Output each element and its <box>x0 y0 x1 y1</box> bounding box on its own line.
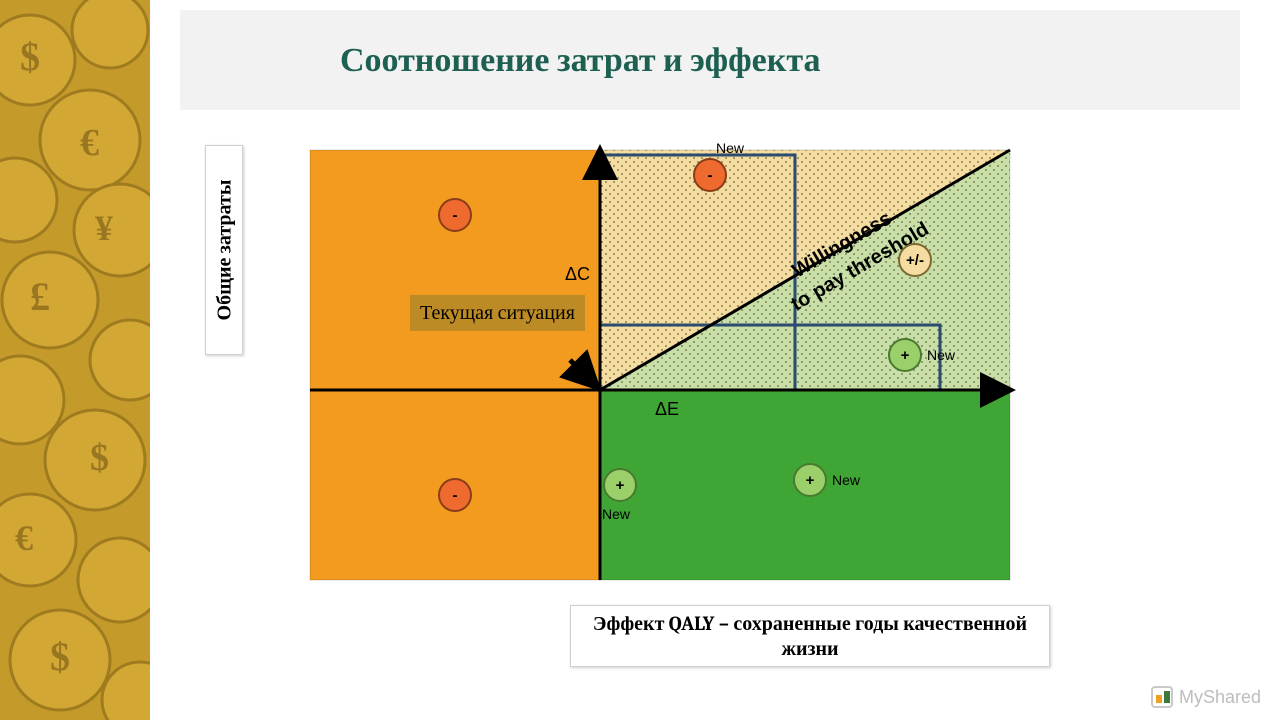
svg-text:-: - <box>453 207 458 224</box>
svg-text:-: - <box>708 167 713 184</box>
cost-effect-chart: Willingnessto pay thresholdΔCΔE--New+/-+… <box>300 140 1020 620</box>
svg-text:ΔE: ΔE <box>655 399 679 419</box>
svg-text:+: + <box>901 347 910 364</box>
svg-text:£: £ <box>30 274 50 319</box>
svg-text:-: - <box>453 487 458 504</box>
svg-text:New: New <box>927 347 956 363</box>
title-bar: Соотношение затрат и эффекта <box>180 10 1240 110</box>
svg-text:$: $ <box>20 34 40 79</box>
svg-text:New: New <box>602 506 631 522</box>
current-situation-label: Текущая ситуация <box>420 301 575 324</box>
y-axis-label: Общие затраты <box>212 180 236 321</box>
svg-text:$: $ <box>90 437 109 479</box>
watermark-text: MyShared <box>1179 687 1261 708</box>
svg-text:€: € <box>15 518 33 558</box>
svg-text:New: New <box>716 140 745 156</box>
svg-text:$: $ <box>50 634 70 679</box>
current-situation-box: Текущая ситуация <box>410 295 585 331</box>
page-title: Соотношение затрат и эффекта <box>340 40 820 80</box>
watermark: MyShared <box>1151 686 1261 708</box>
svg-text:+: + <box>616 477 625 494</box>
svg-text:¥: ¥ <box>95 208 113 248</box>
watermark-icon <box>1151 686 1173 708</box>
x-axis-label: Эффект QALY – сохраненные годы качествен… <box>581 611 1039 661</box>
svg-text:ΔC: ΔC <box>565 264 590 284</box>
y-axis-label-box: Общие затраты <box>205 145 243 355</box>
svg-text:New: New <box>832 472 861 488</box>
svg-text:€: € <box>80 122 99 164</box>
decorative-sidebar: $ € ¥ £ $ € $ <box>0 0 150 720</box>
svg-text:+/-: +/- <box>906 252 924 269</box>
x-axis-label-box: Эффект QALY – сохраненные годы качествен… <box>570 605 1050 667</box>
svg-text:+: + <box>806 472 815 489</box>
